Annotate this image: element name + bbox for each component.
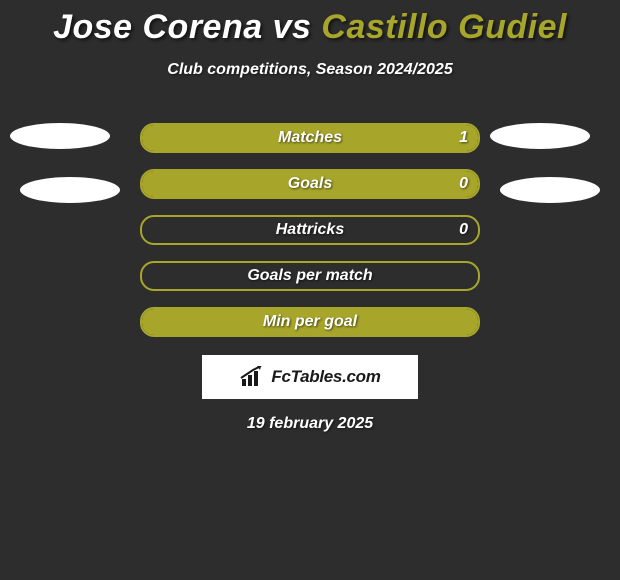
stat-bar-track <box>140 123 480 153</box>
stat-row: Matches1 <box>0 123 620 153</box>
stat-row: Goals per match <box>0 261 620 291</box>
stat-bar-track <box>140 215 480 245</box>
player2-name: Castillo Gudiel <box>321 8 567 46</box>
stat-bar-track <box>140 261 480 291</box>
stat-bar-track <box>140 307 480 337</box>
player1-name: Jose Corena <box>53 8 263 46</box>
comparison-title: Jose Corena vs Castillo Gudiel <box>0 0 620 47</box>
logo-box: FcTables.com <box>202 355 418 399</box>
stat-row: Goals0 <box>0 169 620 199</box>
logo-chart-icon <box>239 366 267 388</box>
stat-row: Hattricks0 <box>0 215 620 245</box>
stat-value-right: 0 <box>459 169 468 199</box>
vs-text: vs <box>273 8 312 46</box>
logo-text: FcTables.com <box>271 367 380 387</box>
snapshot-date: 19 february 2025 <box>0 415 620 433</box>
stat-bar-fill <box>142 125 478 151</box>
stat-bar-track <box>140 169 480 199</box>
stat-bar-fill <box>142 171 478 197</box>
stat-value-right: 1 <box>459 123 468 153</box>
stat-value-right: 0 <box>459 215 468 245</box>
stat-rows: Matches1 Goals0 Hattricks0 Goals per match M… <box>0 123 620 337</box>
stat-row: Min per goal <box>0 307 620 337</box>
stat-bar-fill <box>142 309 478 335</box>
subtitle: Club competitions, Season 2024/2025 <box>0 61 620 79</box>
